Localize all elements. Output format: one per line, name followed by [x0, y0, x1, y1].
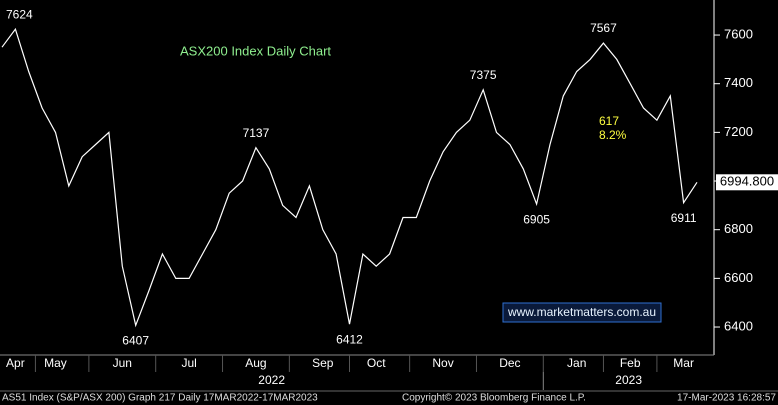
y-tick-label: 7200: [724, 124, 753, 139]
x-tick-label: Nov: [432, 356, 453, 370]
y-tick-label: 6800: [724, 221, 753, 236]
x-tick-label: Aug: [245, 356, 266, 370]
y-tick-label: 6600: [724, 270, 753, 285]
annotation: 7624: [6, 7, 33, 21]
annotation: 7375: [470, 68, 497, 82]
year-label: 2022: [258, 373, 285, 387]
annotation: 7567: [590, 21, 617, 35]
price-line: [1, 27, 698, 328]
footer-middle: Copyright© 2023 Bloomberg Finance L.P.: [402, 393, 586, 404]
watermark: www.marketmatters.com.au: [507, 305, 656, 319]
y-tick-label: 6400: [724, 318, 753, 333]
year-label: 2023: [615, 373, 642, 387]
x-tick-label: Dec: [499, 356, 520, 370]
footer-right: 17-Mar-2023 16:28:57: [677, 393, 776, 404]
x-tick-label: Apr: [6, 356, 25, 370]
x-tick-label: Jun: [113, 356, 132, 370]
move-percent: 8.2%: [599, 128, 627, 142]
x-tick-label: Feb: [620, 356, 641, 370]
last-value-label: 6994.800: [720, 174, 774, 189]
last-value-box: [716, 174, 778, 191]
annotation: 6905: [523, 212, 550, 226]
annotation: 6412: [336, 332, 363, 346]
footer-left: AS51 Index (S&P/ASX 200) Graph 217 Daily…: [2, 393, 318, 404]
x-tick-label: Mar: [673, 356, 694, 370]
watermark-box: [502, 302, 662, 323]
annotation: 6911: [671, 211, 697, 225]
x-tick-label: Sep: [312, 356, 334, 370]
annotation: 6407: [122, 333, 149, 347]
chart-title: ASX200 Index Daily Chart: [180, 43, 331, 58]
annotation: 7137: [243, 126, 270, 140]
y-tick-label: 7600: [724, 26, 753, 41]
x-tick-label: May: [44, 356, 67, 370]
y-tick-label: 7400: [724, 75, 753, 90]
move-points: 617: [599, 114, 619, 128]
x-tick-label: Oct: [367, 356, 386, 370]
x-tick-label: Jan: [567, 356, 586, 370]
x-tick-label: Jul: [181, 356, 196, 370]
